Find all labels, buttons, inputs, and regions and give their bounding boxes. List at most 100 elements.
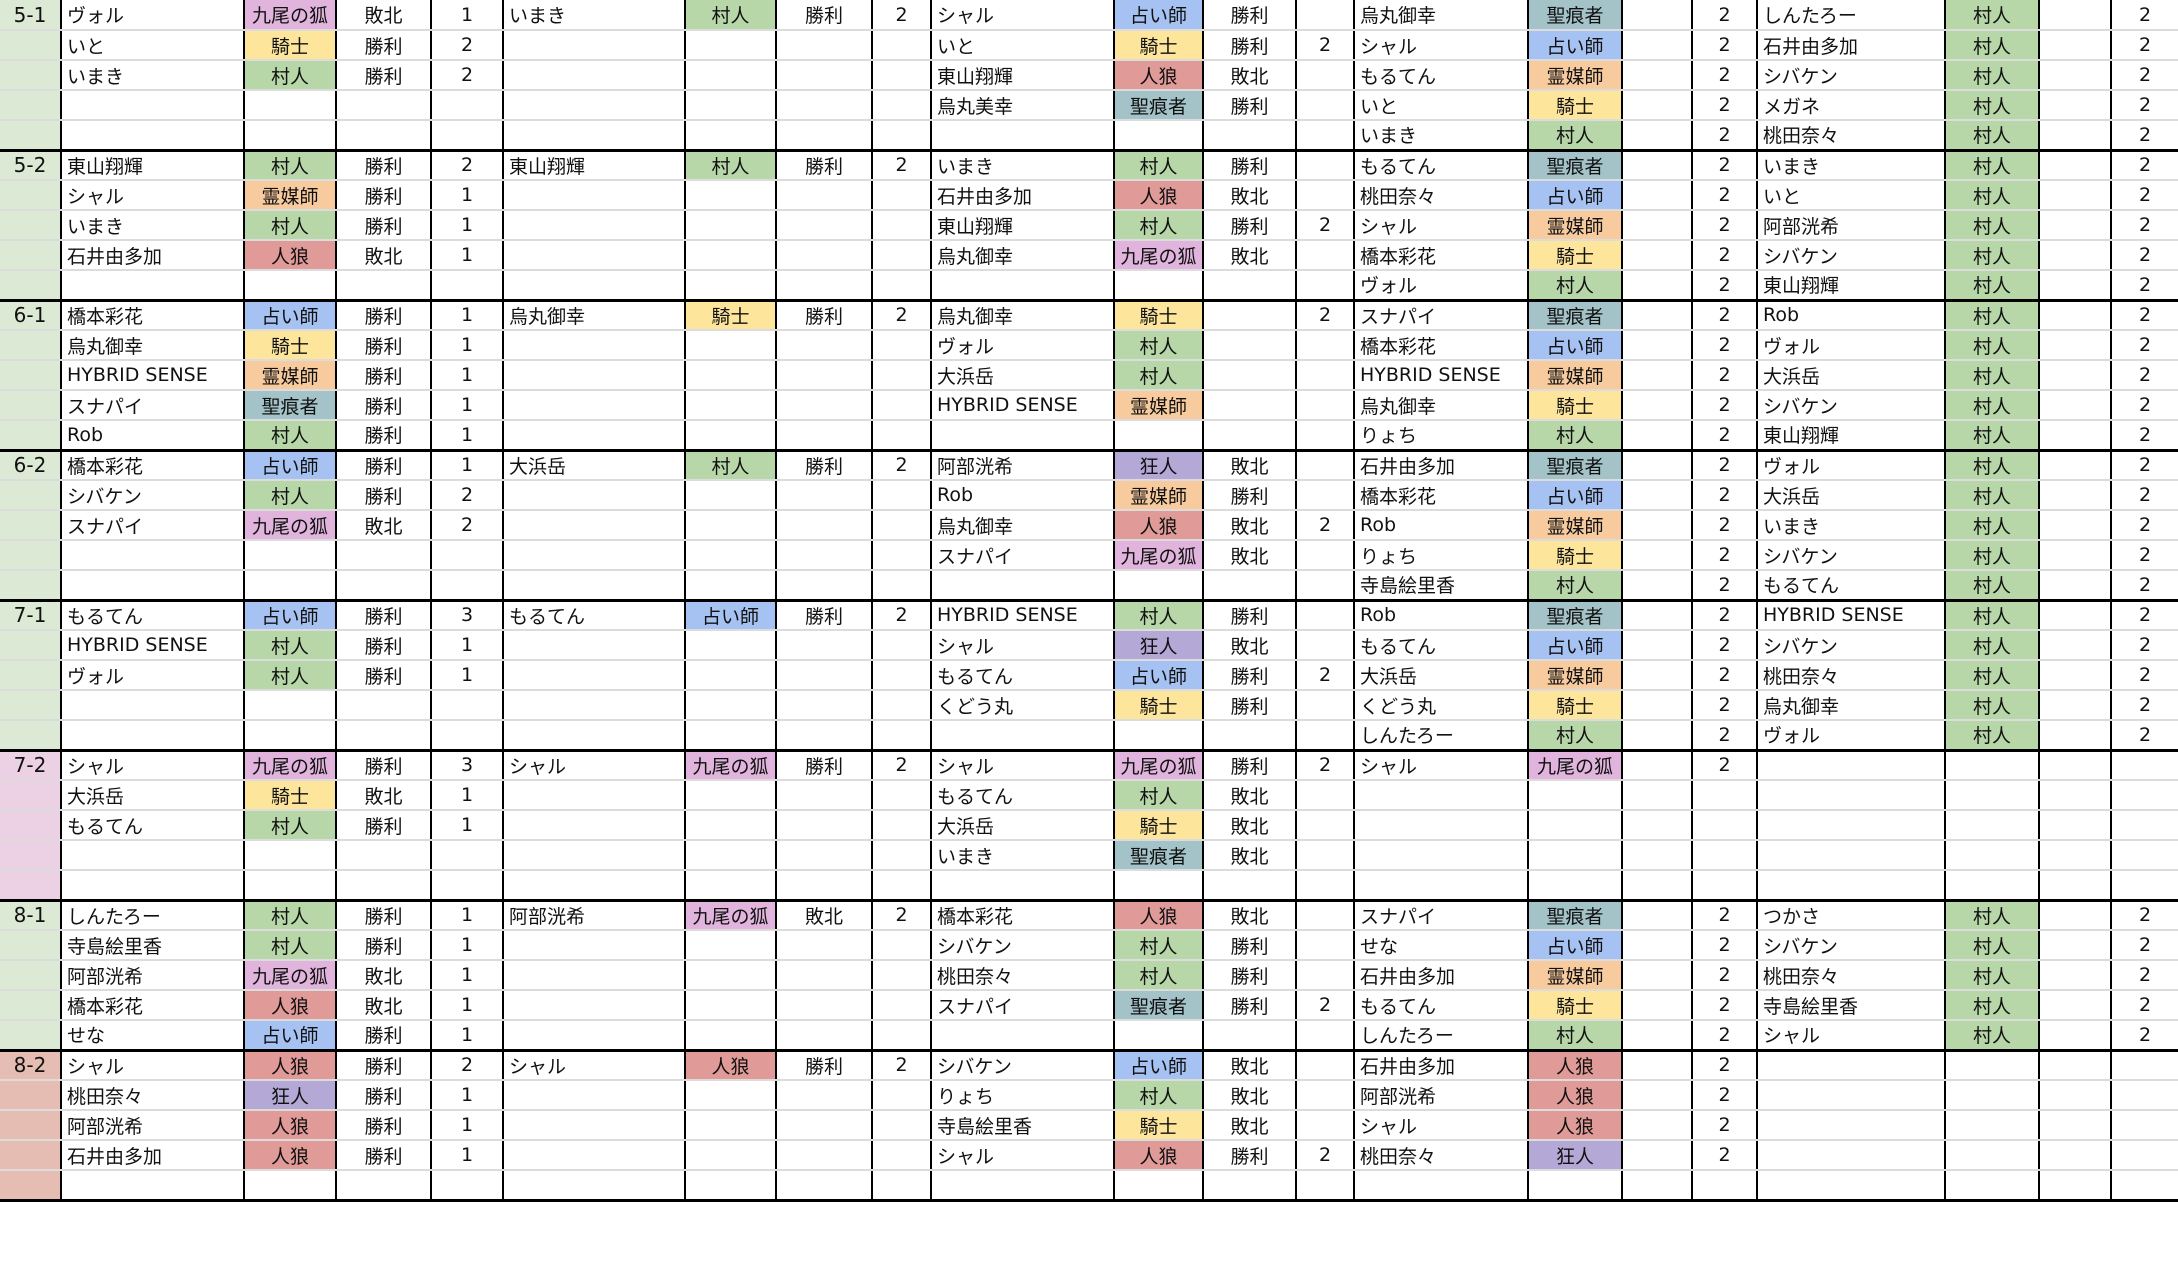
cell-result[interactable]: [1621, 1020, 1692, 1052]
cell-role[interactable]: 村人: [1944, 720, 2039, 752]
cell-name[interactable]: [502, 720, 685, 752]
cell-name[interactable]: [60, 690, 244, 721]
cell-count[interactable]: 2: [1691, 120, 1757, 152]
cell-name[interactable]: [60, 90, 244, 121]
cell-role[interactable]: 人狼: [1527, 1080, 1622, 1111]
cell-count[interactable]: [1691, 840, 1757, 871]
cell-role[interactable]: 聖痕者: [1113, 840, 1203, 871]
cell-name[interactable]: 大浜岳: [1756, 360, 1945, 391]
cell-name[interactable]: 桃田奈々: [1353, 180, 1528, 211]
cell-count[interactable]: [871, 270, 931, 302]
cell-count[interactable]: 2: [2110, 180, 2178, 211]
cell-result[interactable]: 勝利: [335, 1050, 431, 1081]
cell-result[interactable]: [2038, 690, 2111, 721]
cell-name[interactable]: 寺島絵里香: [60, 930, 244, 961]
cell-role[interactable]: 村人: [243, 150, 336, 181]
cell-role[interactable]: 占い師: [1527, 30, 1622, 61]
cell-count[interactable]: [2110, 810, 2178, 841]
cell-result[interactable]: [775, 1170, 872, 1202]
cell-count[interactable]: [871, 1110, 931, 1141]
cell-role[interactable]: [243, 840, 336, 871]
cell-name[interactable]: [1353, 780, 1528, 811]
cell-result[interactable]: 敗北: [1202, 810, 1296, 841]
cell-name[interactable]: もるてん: [60, 600, 244, 631]
cell-result[interactable]: [775, 1020, 872, 1052]
game-label-fill[interactable]: [0, 330, 61, 361]
cell-role[interactable]: [1113, 720, 1203, 752]
cell-result[interactable]: [1202, 1020, 1296, 1052]
cell-role[interactable]: 人狼: [684, 1050, 776, 1081]
cell-result[interactable]: [1202, 720, 1296, 752]
game-label-fill[interactable]: [0, 690, 61, 721]
cell-count[interactable]: 2: [1691, 930, 1757, 961]
cell-count[interactable]: 2: [2110, 240, 2178, 271]
cell-result[interactable]: [1621, 450, 1692, 481]
cell-name[interactable]: 阿部洸希: [60, 1110, 244, 1141]
cell-result[interactable]: 勝利: [775, 300, 872, 331]
cell-role[interactable]: 村人: [1944, 120, 2039, 152]
cell-role[interactable]: [684, 270, 776, 302]
cell-role[interactable]: [243, 1170, 336, 1202]
cell-result[interactable]: [1202, 270, 1296, 302]
cell-name[interactable]: [60, 840, 244, 871]
cell-count[interactable]: 2: [871, 750, 931, 781]
cell-name[interactable]: 烏丸御幸: [930, 300, 1114, 331]
cell-name[interactable]: [502, 120, 685, 152]
cell-result[interactable]: [2038, 120, 2111, 152]
game-label-fill[interactable]: [0, 510, 61, 541]
cell-count[interactable]: [871, 810, 931, 841]
cell-result[interactable]: [1202, 120, 1296, 152]
cell-name[interactable]: 大浜岳: [60, 780, 244, 811]
cell-result[interactable]: [775, 540, 872, 571]
cell-count[interactable]: 2: [1691, 240, 1757, 271]
cell-count[interactable]: [871, 180, 931, 211]
cell-count[interactable]: [430, 270, 503, 302]
cell-result[interactable]: 勝利: [1202, 600, 1296, 631]
cell-result[interactable]: 勝利: [1202, 210, 1296, 241]
cell-name[interactable]: [502, 840, 685, 871]
game-label-fill[interactable]: [0, 90, 61, 121]
game-label[interactable]: 8-2: [0, 1050, 61, 1081]
cell-result[interactable]: [775, 210, 872, 241]
cell-role[interactable]: [684, 480, 776, 511]
cell-name[interactable]: ヴォル: [60, 0, 244, 31]
cell-result[interactable]: [1621, 510, 1692, 541]
cell-role[interactable]: 騎士: [1527, 390, 1622, 421]
cell-result[interactable]: [775, 630, 872, 661]
cell-count[interactable]: 2: [2110, 510, 2178, 541]
cell-name[interactable]: しんたろー: [60, 900, 244, 931]
cell-name[interactable]: りょち: [930, 1080, 1114, 1111]
cell-count[interactable]: 2: [2110, 900, 2178, 931]
cell-result[interactable]: 勝利: [335, 600, 431, 631]
cell-name[interactable]: いまき: [1756, 150, 1945, 181]
cell-name[interactable]: もるてん: [930, 780, 1114, 811]
cell-count[interactable]: [2110, 1170, 2178, 1202]
cell-result[interactable]: [2038, 810, 2111, 841]
cell-result[interactable]: [2038, 630, 2111, 661]
cell-name[interactable]: スナパイ: [930, 540, 1114, 571]
cell-name[interactable]: [1756, 840, 1945, 871]
cell-name[interactable]: [502, 1020, 685, 1052]
cell-role[interactable]: 村人: [243, 810, 336, 841]
cell-count[interactable]: [430, 1170, 503, 1202]
cell-role[interactable]: [1944, 750, 2039, 781]
cell-result[interactable]: [1621, 870, 1692, 902]
cell-count[interactable]: 2: [2110, 630, 2178, 661]
cell-name[interactable]: [502, 90, 685, 121]
cell-name[interactable]: 阿部洸希: [60, 960, 244, 991]
cell-name[interactable]: 大浜岳: [930, 360, 1114, 391]
cell-count[interactable]: 1: [430, 990, 503, 1021]
cell-role[interactable]: 村人: [1944, 990, 2039, 1021]
cell-role[interactable]: 騎士: [1527, 90, 1622, 121]
cell-count[interactable]: 2: [1691, 960, 1757, 991]
cell-role[interactable]: 騎士: [1527, 240, 1622, 271]
cell-role[interactable]: [1527, 870, 1622, 902]
cell-count[interactable]: [871, 390, 931, 421]
cell-count[interactable]: [1295, 120, 1354, 152]
cell-result[interactable]: [1621, 90, 1692, 121]
cell-result[interactable]: 敗北: [1202, 780, 1296, 811]
cell-result[interactable]: 勝利: [335, 210, 431, 241]
cell-count[interactable]: 1: [430, 420, 503, 452]
cell-count[interactable]: 2: [2110, 330, 2178, 361]
cell-count[interactable]: [1295, 630, 1354, 661]
